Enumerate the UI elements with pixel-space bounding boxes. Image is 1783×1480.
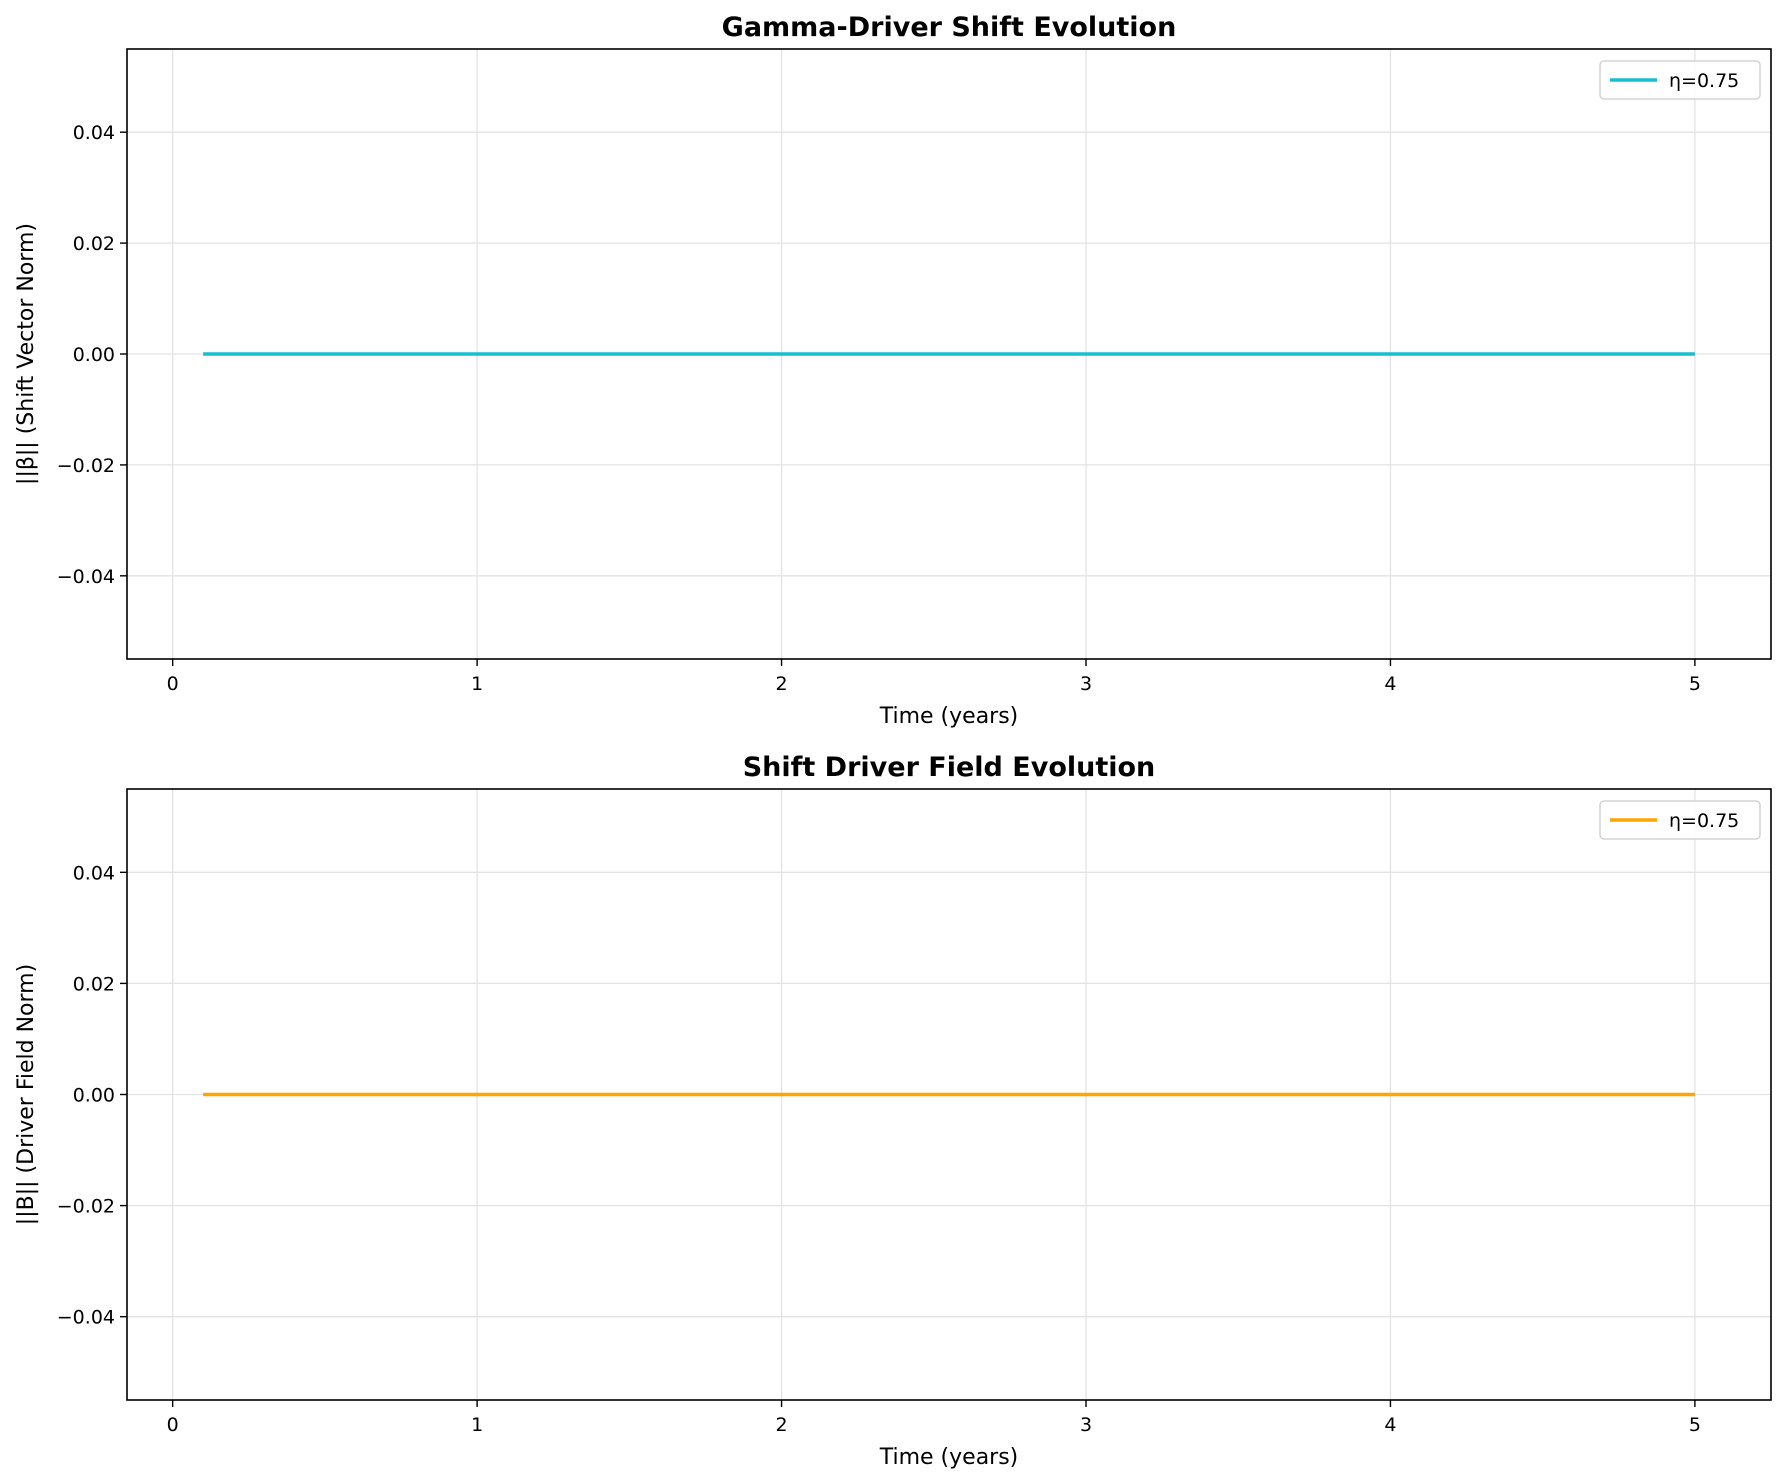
x-tick-label: 4 — [1384, 673, 1396, 695]
chart-title: Shift Driver Field Evolution — [743, 752, 1156, 783]
y-tick-label: 0.04 — [73, 862, 115, 884]
x-tick-label: 5 — [1689, 1414, 1701, 1436]
y-tick-label: 0.02 — [73, 233, 115, 255]
y-tick-label: −0.04 — [57, 1307, 115, 1329]
chart-panel-2: 0 1 2 3 4 5 0.04 0.02 0.00 −0.02 −0.04 Shift Driver… — [14, 752, 1772, 1470]
x-tick-label: 0 — [167, 1414, 179, 1436]
y-tick-label: −0.02 — [57, 455, 115, 477]
y-tick-label: −0.04 — [57, 566, 115, 588]
x-tick-label: 3 — [1080, 1414, 1092, 1436]
x-tick-label: 2 — [776, 1414, 788, 1436]
y-tick-label: 0.04 — [73, 122, 115, 144]
legend-entry-label: η=0.75 — [1669, 70, 1739, 92]
legend-box — [1599, 60, 1761, 100]
x-tick-label: 4 — [1384, 1414, 1396, 1436]
y-tick-label: 0.02 — [73, 973, 115, 995]
x-tick-label: 2 — [776, 673, 788, 695]
chart-title: Gamma-Driver Shift Evolution — [722, 12, 1177, 43]
x-tick-label: 5 — [1689, 673, 1701, 695]
x-tick-label: 1 — [471, 1414, 483, 1436]
y-axis-label: ||β|| (Shift Vector Norm) — [14, 223, 39, 485]
legend-entry-label: η=0.75 — [1669, 810, 1739, 832]
legend-box — [1599, 800, 1761, 840]
x-tick-label: 0 — [167, 673, 179, 695]
x-axis-label: Time (years) — [879, 1445, 1019, 1470]
y-tick-label: 0.00 — [73, 344, 115, 366]
legend: η=0.75 — [1599, 60, 1761, 100]
x-tick-label: 3 — [1080, 673, 1092, 695]
x-axis-label: Time (years) — [879, 704, 1019, 729]
y-tick-label: 0.00 — [73, 1085, 115, 1107]
legend: η=0.75 — [1599, 800, 1761, 840]
y-tick-label: −0.02 — [57, 1196, 115, 1218]
chart-panel-1: 0 1 2 3 4 5 0.04 0.02 0.00 −0.02 −0.04 Gamma-Driver… — [14, 12, 1772, 729]
x-tick-label: 1 — [471, 673, 483, 695]
y-axis-label: ||B|| (Driver Field Norm) — [14, 964, 39, 1225]
